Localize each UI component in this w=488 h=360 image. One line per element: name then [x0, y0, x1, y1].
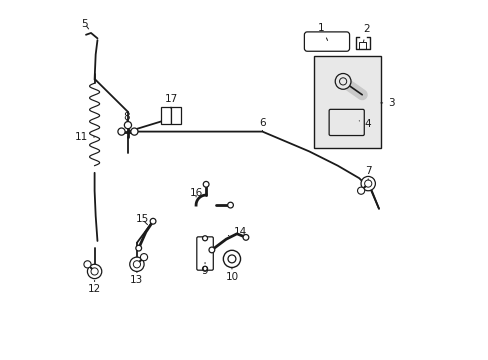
Circle shape — [360, 176, 375, 191]
Circle shape — [133, 261, 140, 268]
Text: 12: 12 — [88, 280, 101, 294]
Text: 7: 7 — [364, 166, 371, 180]
Circle shape — [208, 247, 214, 253]
Circle shape — [335, 73, 350, 89]
Circle shape — [364, 180, 371, 187]
Circle shape — [136, 245, 142, 251]
Text: 6: 6 — [259, 118, 265, 132]
Circle shape — [84, 261, 91, 268]
FancyBboxPatch shape — [304, 32, 349, 51]
Circle shape — [203, 181, 208, 187]
Circle shape — [91, 268, 98, 275]
Text: 5: 5 — [81, 19, 88, 29]
Circle shape — [140, 253, 147, 261]
Circle shape — [339, 78, 346, 85]
Circle shape — [118, 128, 125, 135]
Text: 16: 16 — [189, 188, 203, 198]
Text: 3: 3 — [380, 98, 394, 108]
Circle shape — [202, 266, 207, 271]
FancyBboxPatch shape — [328, 109, 364, 135]
Circle shape — [357, 187, 364, 194]
Text: 15: 15 — [135, 215, 149, 225]
Circle shape — [150, 219, 156, 224]
Text: 11: 11 — [75, 132, 94, 142]
Circle shape — [223, 250, 240, 267]
Circle shape — [202, 236, 207, 241]
Text: 10: 10 — [225, 268, 238, 282]
Text: 17: 17 — [164, 94, 177, 108]
Text: 14: 14 — [228, 227, 247, 237]
Circle shape — [227, 255, 235, 263]
Circle shape — [87, 264, 102, 279]
Circle shape — [227, 202, 233, 208]
Text: 2: 2 — [363, 24, 369, 42]
Text: 9: 9 — [202, 262, 208, 276]
Text: 13: 13 — [130, 271, 143, 285]
FancyBboxPatch shape — [171, 107, 181, 123]
Circle shape — [129, 257, 144, 271]
Text: 8: 8 — [122, 112, 129, 122]
FancyBboxPatch shape — [161, 107, 171, 123]
FancyBboxPatch shape — [196, 237, 213, 270]
Circle shape — [131, 128, 138, 135]
Text: 1: 1 — [318, 23, 327, 40]
Circle shape — [243, 234, 248, 240]
Text: 4: 4 — [359, 120, 371, 129]
Circle shape — [124, 122, 131, 129]
Bar — [314, 56, 380, 148]
